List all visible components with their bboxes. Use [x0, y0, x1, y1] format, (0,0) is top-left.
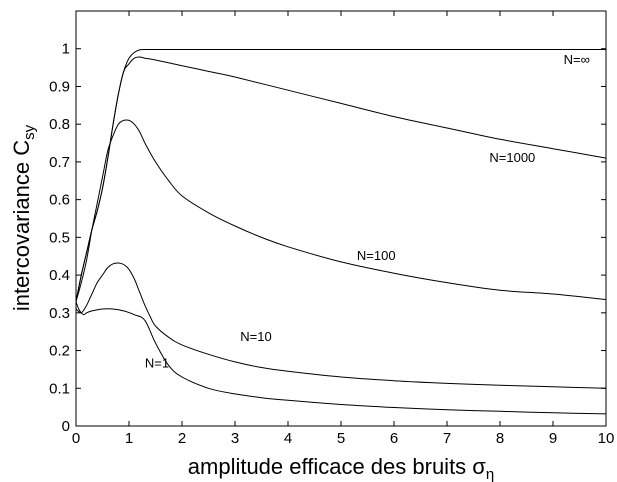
series-label: N=∞: [564, 52, 590, 67]
series-label: N=1: [145, 356, 169, 371]
x-tick-label: 8: [496, 430, 504, 447]
series-line: [75, 301, 607, 415]
series-labels: N=∞ N=1000 N=100 N=10 N=1: [145, 52, 590, 371]
x-tick-label: 1: [125, 430, 133, 447]
series-label: N=1000: [489, 150, 535, 165]
y-tick-label: 0.7: [49, 154, 70, 171]
series-label: N=10: [240, 329, 271, 344]
y-tick-label: 0.6: [49, 192, 70, 209]
series-lines: [75, 48, 607, 415]
x-axis-ticks: 0 1 2 3 4 5 6 7 8 9 10: [72, 11, 615, 447]
series-line: [75, 119, 607, 302]
y-axis-ticks: 0 0.1 0.2 0.3 0.4 0.5 0.6 0.7 0.8 0.9 1: [49, 41, 606, 435]
x-tick-label: 0: [72, 430, 80, 447]
x-tick-label: 6: [390, 430, 398, 447]
series-line: [75, 56, 607, 302]
series-line: [75, 262, 607, 389]
x-axis-title: amplitude efficace des bruits ση: [188, 454, 494, 482]
x-tick-label: 5: [337, 430, 345, 447]
y-tick-label: 0.8: [49, 116, 70, 133]
series-line: [75, 48, 606, 302]
x-tick-label: 9: [549, 430, 557, 447]
y-tick-label: 0.1: [49, 380, 70, 397]
x-tick-label: 3: [231, 430, 239, 447]
y-tick-label: 1: [62, 41, 70, 58]
x-tick-label: 10: [598, 430, 615, 447]
y-tick-label: 0.4: [49, 267, 70, 284]
y-tick-label: 0.9: [49, 78, 70, 95]
y-tick-label: 0.5: [49, 229, 70, 246]
x-tick-label: 7: [443, 430, 451, 447]
y-tick-label: 0.2: [49, 343, 70, 360]
y-axis-title: intercovariance Csy: [9, 124, 38, 311]
y-tick-label: 0.3: [49, 305, 70, 322]
x-tick-label: 4: [284, 430, 292, 447]
x-tick-label: 2: [178, 430, 186, 447]
series-label: N=100: [357, 248, 396, 263]
y-tick-label: 0: [62, 418, 70, 435]
